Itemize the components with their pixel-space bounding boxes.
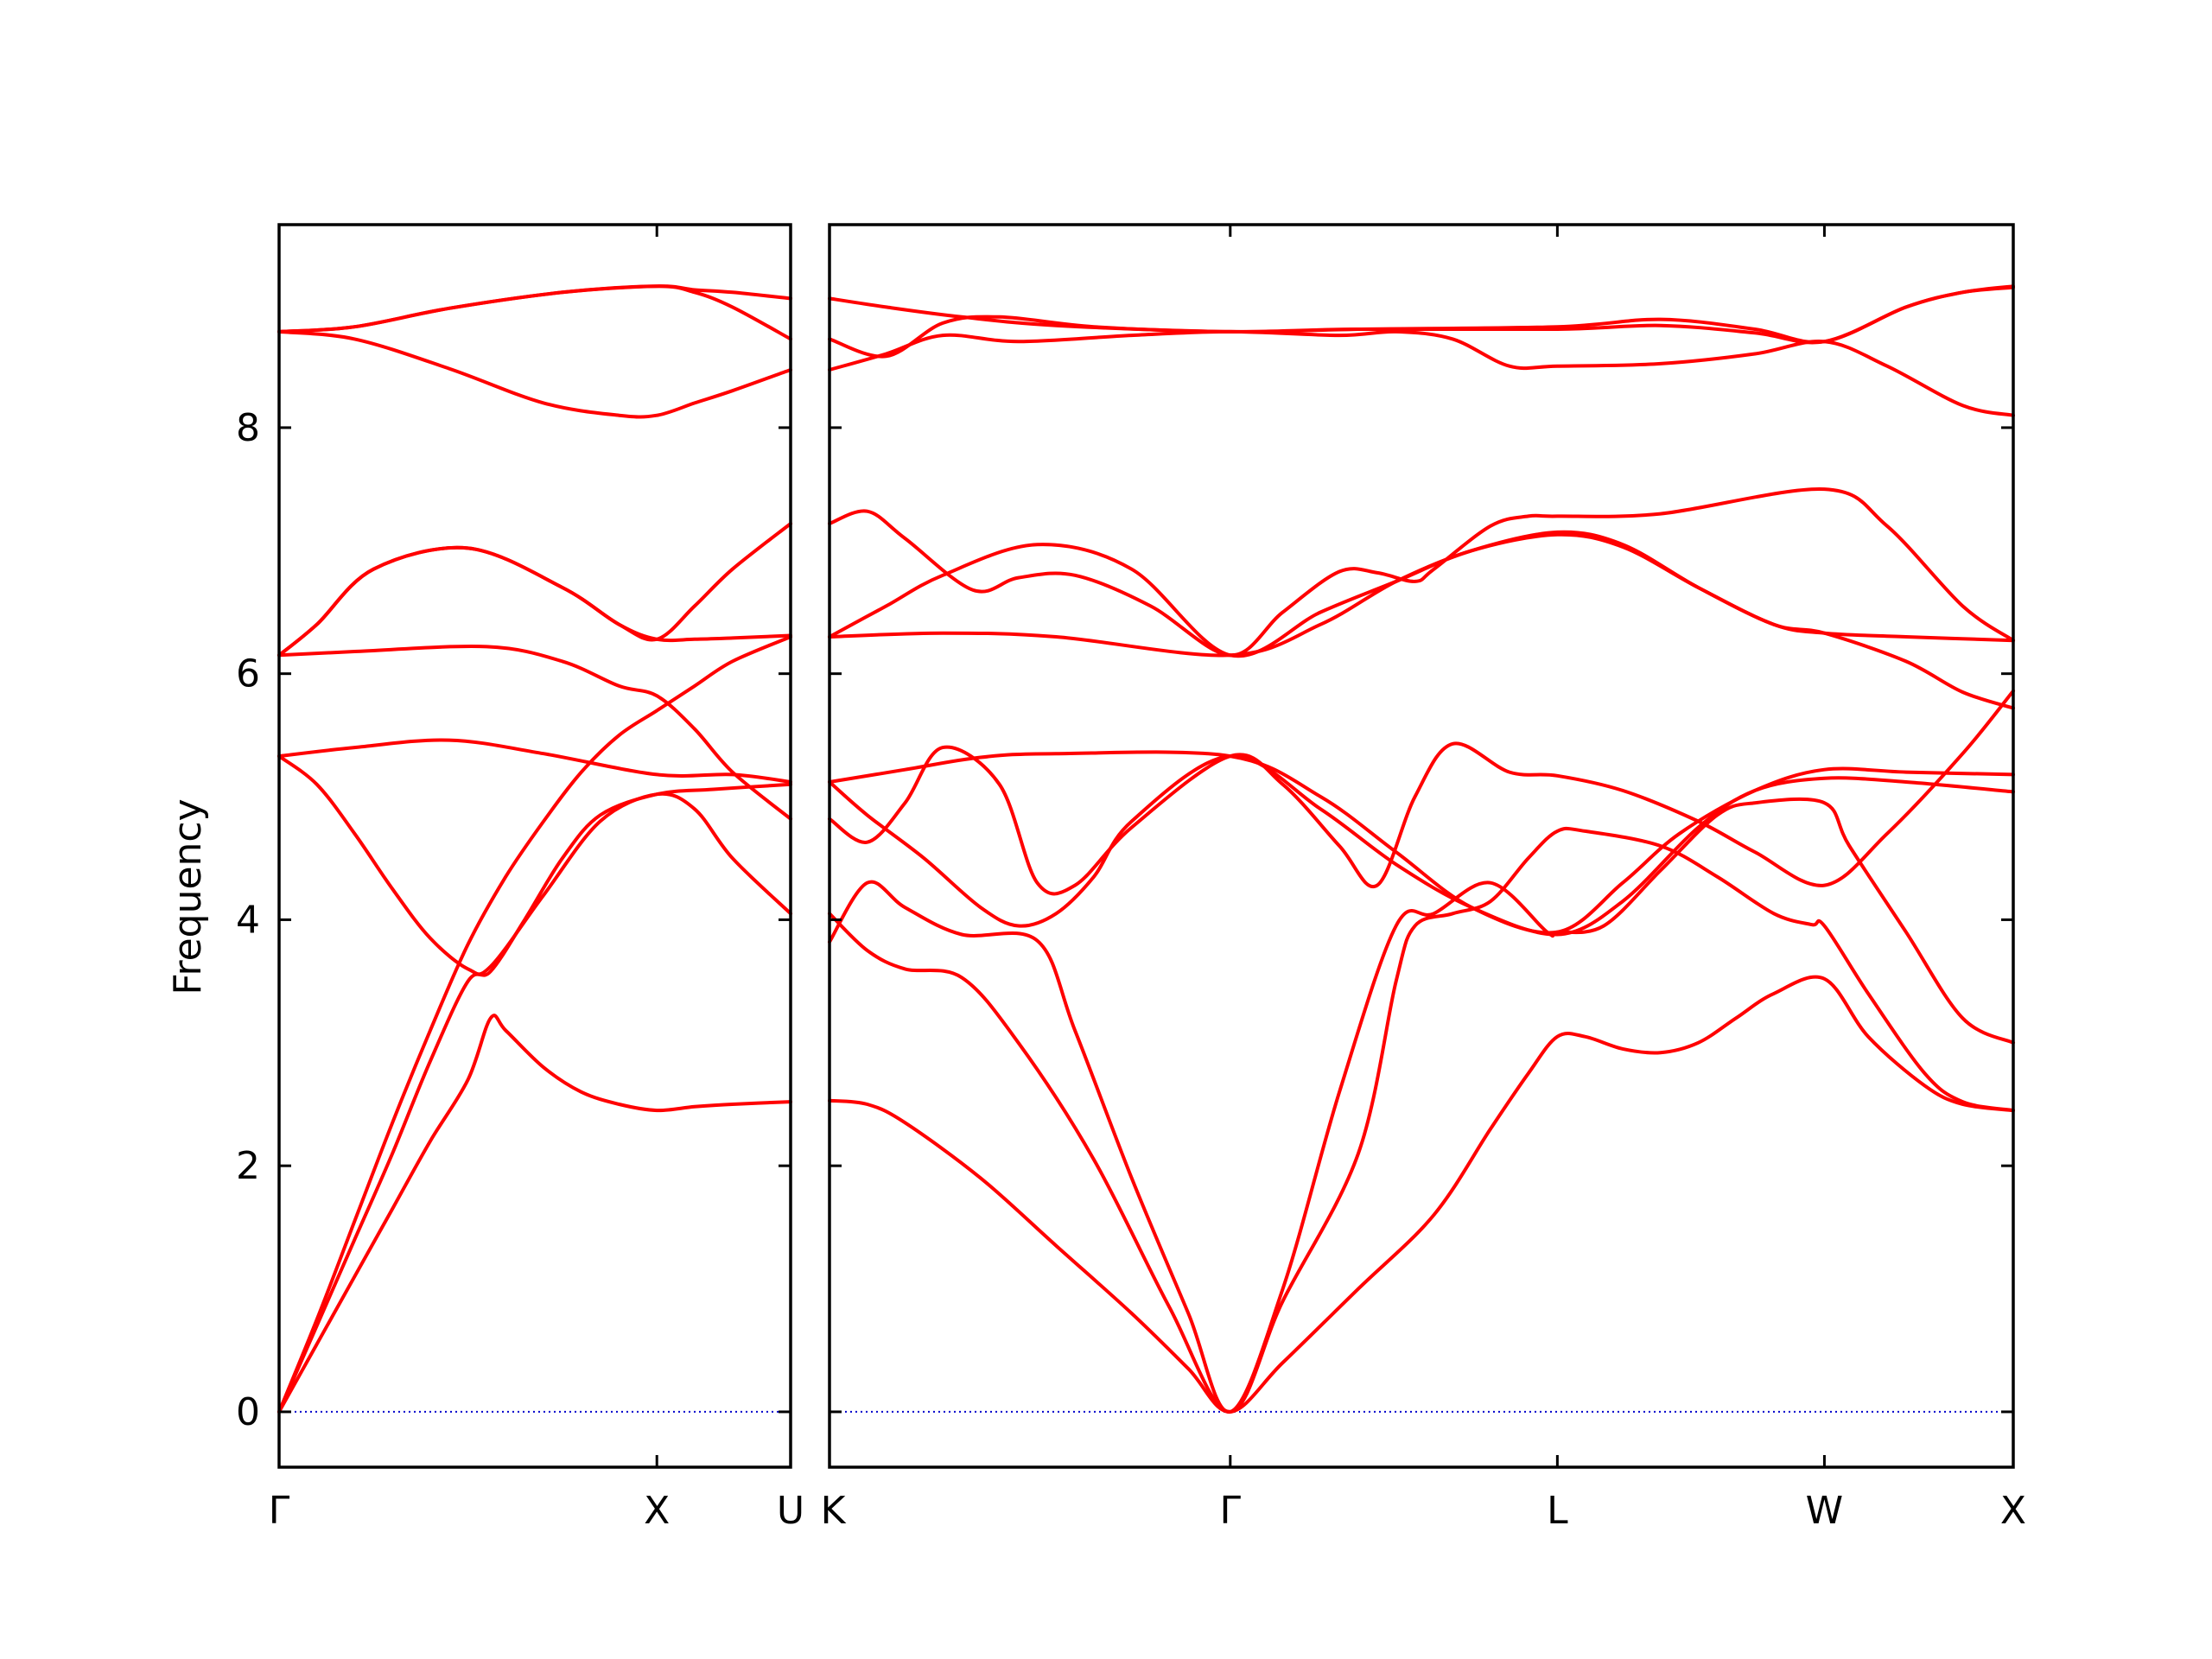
band-line-8 <box>828 532 2015 658</box>
band-line-2 <box>277 782 792 1414</box>
x-tick-label: K <box>821 1489 847 1533</box>
band-line-1 <box>277 1014 792 1414</box>
band-line-2 <box>828 826 2015 1414</box>
band-line-6 <box>828 750 2015 935</box>
panel-gamma-x-u: 0 2 4 6 8 Γ X U <box>236 223 804 1533</box>
y-axis-label: Frequency <box>166 798 210 995</box>
y-tick-label: 0 <box>236 1390 260 1434</box>
x-tick-label: X <box>2000 1489 2026 1533</box>
band-line-9 <box>828 486 2015 658</box>
x-tick-label: U <box>777 1489 804 1533</box>
x-tick-label: Γ <box>1220 1489 1242 1533</box>
y-tick-label: 8 <box>236 406 260 450</box>
y-tick-label: 2 <box>236 1144 260 1188</box>
band-line-7 <box>277 545 792 658</box>
band-line-9 <box>277 329 792 419</box>
band-line-3 <box>277 635 792 1414</box>
band-line-5 <box>277 738 792 784</box>
plot-frame <box>277 223 792 1469</box>
x-tick-label: L <box>1547 1489 1568 1533</box>
y-tick-label: 4 <box>236 898 260 942</box>
band-line-7 <box>828 530 2015 710</box>
x-tick-label: W <box>1806 1489 1844 1533</box>
band-line-11 <box>277 284 792 334</box>
plot-frame <box>828 223 2015 1469</box>
band-line-8 <box>277 522 792 658</box>
band-line-3 <box>828 797 2015 1414</box>
band-line-10 <box>828 329 2015 417</box>
band-line-1 <box>828 975 2015 1414</box>
band-line-6 <box>277 645 792 821</box>
band-line-4 <box>828 689 2015 896</box>
band-line-4 <box>277 754 792 976</box>
band-line-12 <box>828 284 2015 345</box>
x-tick-label: Γ <box>269 1489 290 1533</box>
y-tick-label: 6 <box>236 652 260 696</box>
x-tick-label: X <box>644 1489 670 1533</box>
